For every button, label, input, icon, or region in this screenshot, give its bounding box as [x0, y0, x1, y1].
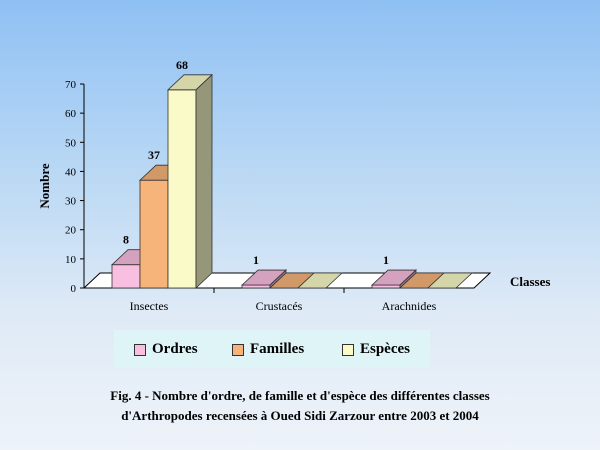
bars — [110, 73, 474, 289]
bar-front-face — [371, 284, 401, 289]
data-label-crustaces-ordres: 1 — [253, 253, 259, 267]
bar-front-face — [139, 179, 169, 289]
chart-legend: Ordres Familles Espèces — [114, 330, 430, 368]
bar-crustaces-especes — [296, 272, 344, 289]
bar-side-face — [195, 73, 213, 289]
bar-arachnides-especes — [426, 272, 474, 289]
bar-crustaces-ordres — [240, 269, 288, 289]
data-label-insectes-familles: 37 — [148, 148, 160, 162]
legend-swatch-familles — [232, 343, 244, 356]
data-label-insectes-especes: 68 — [176, 58, 188, 72]
x-axis: Insectes Crustacés Arachnides — [130, 288, 437, 313]
category-label-arachnides: Arachnides — [382, 299, 437, 313]
y-axis: 0 10 20 30 40 50 60 70 — [65, 79, 85, 295]
y-tick-label: 20 — [65, 225, 77, 237]
legend-swatch-ordres — [134, 343, 146, 356]
legend-label-especes: Espèces — [360, 341, 410, 357]
bar-front-face — [111, 264, 141, 289]
legend-item-familles: Familles — [232, 341, 304, 358]
figure-caption: Fig. 4 - Nombre d'ordre, de famille et d… — [0, 386, 600, 426]
x-axis-label: Classes — [510, 274, 550, 289]
y-axis-label: Nombre — [37, 163, 52, 208]
bar-chart-3d: 0 10 20 30 40 50 60 70 8 37 68 1 1 Insectes Crustacé… — [37, 58, 550, 313]
bar-insectes-especes — [166, 73, 214, 289]
category-label-insectes: Insectes — [130, 299, 169, 313]
legend-swatch-especes — [342, 343, 354, 356]
bar-arachnides-ordres — [370, 269, 418, 289]
y-tick-label: 10 — [65, 254, 77, 266]
y-tick-label: 60 — [65, 108, 77, 120]
caption-line-1: Fig. 4 - Nombre d'ordre, de famille et d… — [110, 388, 490, 403]
bar-top-face — [296, 272, 344, 289]
bar-front-face — [241, 284, 271, 289]
category-label-crustaces: Crustacés — [256, 299, 303, 313]
bar-top-face — [426, 272, 474, 289]
data-labels: 8 37 68 1 1 — [123, 58, 389, 267]
y-tick-label: 70 — [65, 79, 77, 91]
y-tick-label: 30 — [65, 196, 77, 208]
legend-label-ordres: Ordres — [152, 341, 198, 357]
y-tick-label: 0 — [71, 283, 77, 295]
y-tick-label: 50 — [65, 137, 77, 149]
data-label-insectes-ordres: 8 — [123, 233, 129, 247]
y-tick-label: 40 — [65, 166, 77, 178]
caption-line-2: d'Arthropodes recensées à Oued Sidi Zarz… — [121, 408, 479, 423]
legend-item-ordres: Ordres — [134, 341, 198, 358]
legend-item-especes: Espèces — [342, 341, 410, 358]
bar-front-face — [167, 89, 197, 289]
data-label-arachnides-ordres: 1 — [383, 253, 389, 267]
legend-label-familles: Familles — [250, 341, 305, 357]
